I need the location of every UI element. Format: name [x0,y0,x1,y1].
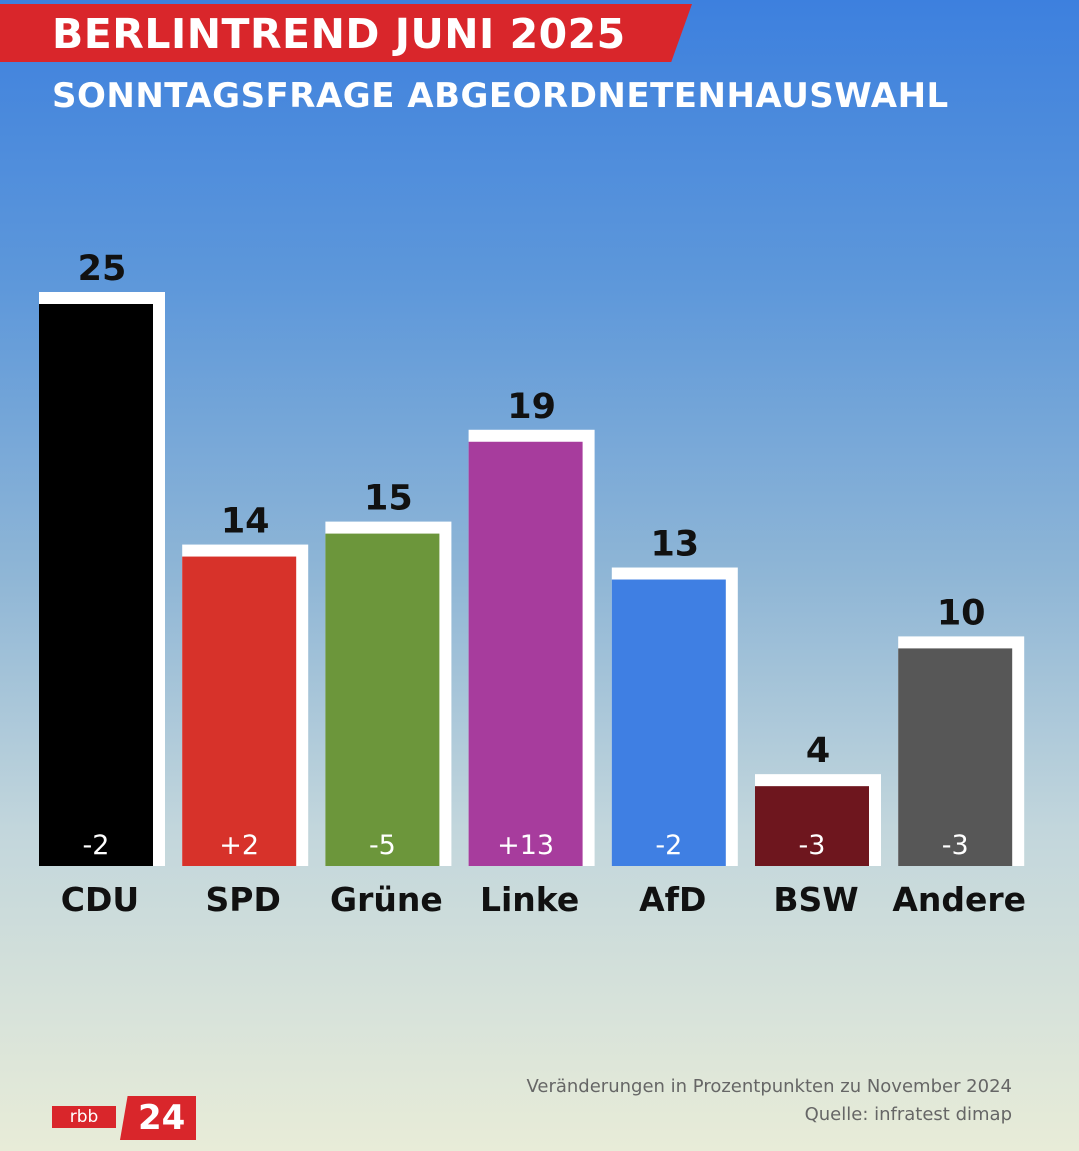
value-label-afd: 13 [650,525,699,565]
bar-afd [611,579,726,866]
change-label-grne: -5 [369,830,396,861]
logo-rbb: rbb [52,1106,116,1128]
value-label-linke: 19 [507,387,556,427]
category-label-spd: SPD [206,880,281,919]
value-label-cdu: 25 [78,249,127,289]
category-label-bsw: BSW [773,880,858,919]
logo-24: 24 [138,1098,186,1138]
rbb24-logo: rbb 24 [52,1096,196,1140]
title-banner: BERLINTREND JUNI 2025 [0,4,692,62]
value-label-spd: 14 [221,502,270,542]
bar-andere [898,648,1013,866]
chart-title: BERLINTREND JUNI 2025 [52,10,626,58]
change-label-andere: -3 [942,830,969,861]
change-label-linke: +13 [497,830,554,861]
bar-bsw [755,786,869,866]
footnote-source: Quelle: infratest dimap [804,1104,1012,1125]
bar-linke [468,441,583,866]
bar-spd [182,556,297,866]
category-label-grne: Grüne [330,880,443,919]
category-label-linke: Linke [480,880,579,919]
change-label-spd: +2 [219,830,259,861]
value-label-grne: 15 [364,479,413,519]
change-label-bsw: -3 [799,830,826,861]
category-label-cdu: CDU [61,880,139,919]
bar-cdu [39,304,153,866]
value-label-andere: 10 [937,593,986,633]
logo-24-box: 24 [120,1096,196,1140]
chart-subtitle: SONNTAGSFRAGE ABGEORDNETENHAUSWAHL [52,76,949,116]
value-label-bsw: 4 [806,731,830,771]
bar-grne [325,533,440,866]
category-label-andere: Andere [892,880,1026,919]
change-label-cdu: -2 [83,830,110,861]
footnote-changes: Veränderungen in Prozentpunkten zu Novem… [526,1076,1012,1097]
change-label-afd: -2 [655,830,682,861]
category-label-afd: AfD [639,880,706,919]
